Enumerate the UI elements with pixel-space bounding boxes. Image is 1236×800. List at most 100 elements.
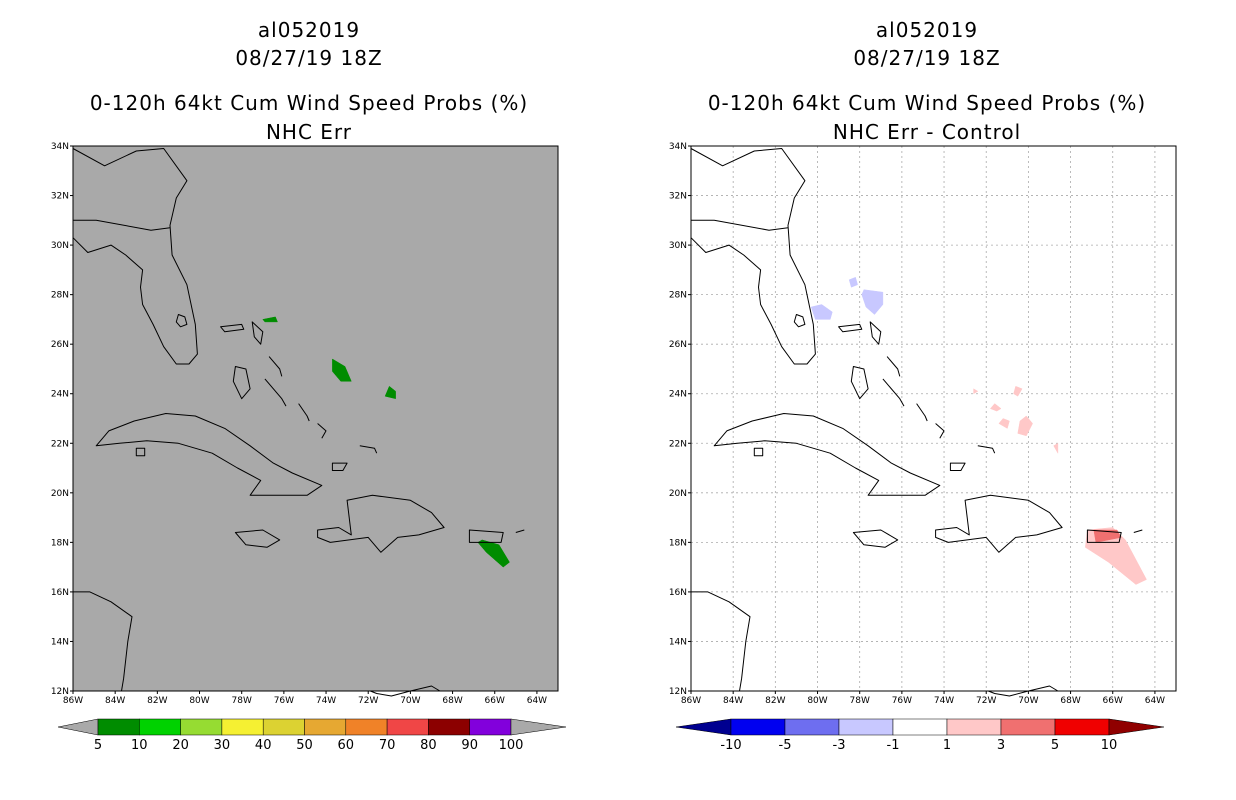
x-tick-label: 78W	[850, 696, 870, 706]
y-tick-label: 22N	[669, 439, 687, 449]
colorbar-end-triangle	[1108, 718, 1165, 736]
y-tick-label: 16N	[669, 588, 687, 598]
experiment-title: NHC Err	[265, 120, 353, 144]
us-southeast-coastline	[72, 148, 198, 365]
colorbar-swatch	[386, 718, 429, 736]
date-title: 08/27/19 18Z	[853, 46, 1001, 70]
virgin-islands	[515, 529, 525, 533]
georgia-florida-border	[73, 219, 171, 231]
y-tick-label: 18N	[51, 538, 69, 548]
map-frame	[72, 145, 559, 692]
map-svg: 86W 84W 82W 80W 78W 76W 74W 72W 70W 68W 66W 64W 12N 1…	[669, 142, 1177, 753]
x-tick-label: 80W	[807, 696, 827, 706]
grand-bahama-island	[220, 323, 245, 333]
colorbar-label: 50	[296, 738, 313, 753]
x-tick-label: 66W	[1103, 696, 1123, 706]
exuma-cays	[264, 378, 287, 407]
probability-region	[1013, 385, 1023, 397]
x-tick-label: 74W	[934, 696, 954, 706]
y-tick-label: 14N	[51, 637, 69, 647]
puerto-rico-island	[1086, 529, 1122, 543]
turks-caicos	[359, 445, 378, 454]
colorbar-label: 3	[997, 738, 1005, 753]
x-tick-label: 76W	[892, 696, 912, 706]
x-tick-label: 70W	[400, 696, 420, 706]
colorbar-label: 5	[1051, 738, 1059, 753]
x-tick-label: 74W	[316, 696, 336, 706]
colorbar-swatch	[428, 718, 470, 736]
storm-id-title: al052019	[875, 18, 979, 42]
probability-region	[973, 388, 979, 395]
y-tick-label: 34N	[669, 142, 687, 152]
cuba-island	[713, 413, 941, 496]
hispaniola-island	[317, 494, 445, 553]
colorbar-swatch	[262, 718, 305, 736]
probability-region	[848, 276, 858, 288]
x-tick-label: 76W	[274, 696, 294, 706]
colorbar-label: 1	[943, 738, 951, 753]
colorbar-swatch	[1054, 718, 1110, 736]
x-tick-label: 68W	[442, 696, 462, 706]
us-southeast-coastline	[690, 148, 816, 365]
right-panel: al052019 08/27/19 18Z 0-120h 64kt Cum Wi…	[618, 0, 1236, 800]
x-tick-label: 86W	[681, 696, 701, 706]
colorbar-start-triangle	[57, 718, 99, 736]
acklins-island	[935, 423, 945, 439]
y-tick-label: 16N	[51, 588, 69, 598]
x-tick-label: 72W	[358, 696, 378, 706]
colorbar-label: 40	[255, 738, 272, 753]
colorbar-swatch	[784, 718, 840, 736]
y-tick-label: 30N	[51, 241, 69, 251]
map-svg: 86W 84W 82W 80W 78W 76W 74W 72W 70W 68W 66W 64W 12N 1…	[51, 142, 567, 753]
x-tick-label: 64W	[1145, 696, 1165, 706]
y-tick-label: 12N	[51, 687, 69, 697]
colorbar-label: 5	[94, 738, 102, 753]
x-tick-label: 80W	[189, 696, 209, 706]
y-tick-label: 22N	[51, 439, 69, 449]
x-tick-label: 84W	[723, 696, 743, 706]
x-tick-label: 64W	[527, 696, 547, 706]
y-tick-label: 14N	[669, 637, 687, 647]
x-tick-label: 72W	[976, 696, 996, 706]
andros-island	[850, 366, 869, 400]
jamaica-island	[234, 529, 281, 548]
colorbar-label: 20	[172, 738, 189, 753]
jamaica-island	[852, 529, 899, 548]
product-title: 0-120h 64kt Cum Wind Speed Probs (%)	[89, 91, 529, 115]
central-america-coast	[691, 591, 751, 692]
colorbar-swatch	[1000, 718, 1056, 736]
y-tick-label: 24N	[51, 390, 69, 400]
cuba-island	[95, 413, 323, 496]
y-tick-label: 28N	[51, 291, 69, 301]
lake-okeechobee	[793, 314, 806, 328]
colorbar-label: 90	[461, 738, 478, 753]
isla-de-la-juventud	[135, 447, 146, 457]
colorbar-label: 10	[131, 738, 148, 753]
y-tick-label: 18N	[669, 538, 687, 548]
probability-region	[1093, 529, 1122, 543]
colorbar-label: -1	[887, 738, 900, 753]
x-tick-label: 84W	[105, 696, 125, 706]
map-frame	[690, 145, 1177, 692]
inagua-island	[949, 462, 966, 471]
colorbar-label: -10	[720, 738, 741, 753]
south-america-coast	[370, 685, 441, 697]
georgia-florida-border	[691, 219, 789, 231]
isla-de-la-juventud	[753, 447, 764, 457]
eleuthera-island	[268, 356, 283, 377]
left-panel: al052019 08/27/19 18Z 0-120h 64kt Cum Wi…	[51, 18, 567, 753]
colorbar-label: 100	[499, 738, 524, 753]
date-title: 08/27/19 18Z	[235, 46, 383, 70]
colorbar-swatch	[221, 718, 264, 736]
y-tick-label: 34N	[51, 142, 69, 152]
eleuthera-island	[886, 356, 901, 377]
exuma-cays	[882, 378, 905, 407]
colorbar-label: 60	[338, 738, 355, 753]
puerto-rico-island	[468, 529, 504, 543]
y-tick-label: 32N	[51, 192, 69, 202]
y-tick-label: 24N	[669, 390, 687, 400]
probability-region	[861, 289, 884, 315]
y-tick-label: 26N	[51, 340, 69, 350]
y-tick-label: 20N	[51, 489, 69, 499]
inagua-island	[331, 462, 348, 471]
